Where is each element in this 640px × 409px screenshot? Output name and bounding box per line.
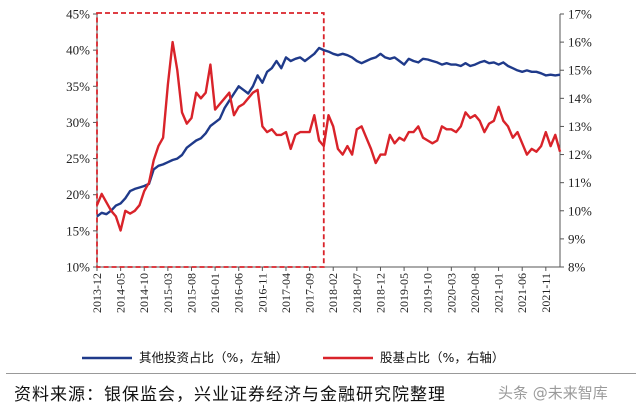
x-tick-label: 2016-11 <box>255 273 269 313</box>
x-tick-label: 2018-07 <box>350 273 364 313</box>
x-tick-label: 2019-10 <box>421 273 435 313</box>
x-tick-label: 2021-06 <box>515 273 529 313</box>
right-tick-label: 11% <box>568 175 592 190</box>
x-tick-label: 2020-03 <box>444 273 458 313</box>
x-tick-label: 2017-04 <box>279 273 293 313</box>
left-tick-label: 30% <box>66 115 90 130</box>
source-note: 资料来源：银保监会，兴业证券经济与金融研究院整理 <box>14 385 446 405</box>
left-tick-label: 10% <box>66 260 90 275</box>
x-tick-label: 2018-12 <box>373 273 387 313</box>
left-tick-label: 15% <box>66 223 90 238</box>
x-tick-label: 2016-06 <box>232 273 246 313</box>
right-tick-label: 14% <box>568 91 592 106</box>
watermark: 头条 @未来智库 <box>498 384 608 402</box>
x-tick-label: 2021-01 <box>492 273 506 313</box>
right-tick-label: 9% <box>568 231 586 246</box>
highlight-box <box>96 12 325 268</box>
right-tick-label: 16% <box>568 35 592 50</box>
right-tick-label: 17% <box>568 7 592 22</box>
x-tick-label: 2013-12 <box>90 273 104 313</box>
right-tick-label: 8% <box>568 260 586 275</box>
left-tick-label: 35% <box>66 79 90 94</box>
legend-label: 其他投资占比（%，左轴） <box>139 350 288 365</box>
x-tick-label: 2014-05 <box>114 273 128 313</box>
series-other-investment-line <box>96 46 561 218</box>
legend-label: 股基占比（%，右轴） <box>380 350 504 365</box>
x-tick-label: 2015-08 <box>184 273 198 313</box>
right-tick-label: 15% <box>568 63 592 78</box>
chart-canvas: 10% 15% 20% 25% 30% 35% 40% 45% 8% 9% 10% 11% 12% 13%… <box>66 7 592 366</box>
divider <box>6 373 636 374</box>
x-tick-label: 2016-01 <box>208 273 222 313</box>
x-tick-label: 2018-02 <box>326 273 340 313</box>
x-tick-label: 2015-03 <box>161 273 175 313</box>
x-tick-label: 2020-08 <box>468 273 482 313</box>
series-equity-fund-line <box>95 40 562 232</box>
left-tick-label: 45% <box>66 7 90 22</box>
highlight-rect <box>96 12 325 268</box>
right-tick-label: 13% <box>568 119 592 134</box>
x-tick-label: 2014-10 <box>137 273 151 313</box>
left-tick-label: 20% <box>66 187 90 202</box>
left-tick-label: 25% <box>66 151 90 166</box>
legend: 其他投资占比（%，左轴） 股基占比（%，右轴） <box>82 350 504 365</box>
left-tick-label: 40% <box>66 43 90 58</box>
right-tick-label: 10% <box>568 203 592 218</box>
right-tick-label: 12% <box>568 147 592 162</box>
x-tick-label: 2021-11 <box>539 273 553 313</box>
x-tick-label: 2019-05 <box>397 273 411 313</box>
axes: 10% 15% 20% 25% 30% 35% 40% 45% 8% 9% 10% 11% 12% 13%… <box>66 7 592 314</box>
x-tick-label: 2017-09 <box>303 273 317 313</box>
series-lines <box>95 40 562 232</box>
